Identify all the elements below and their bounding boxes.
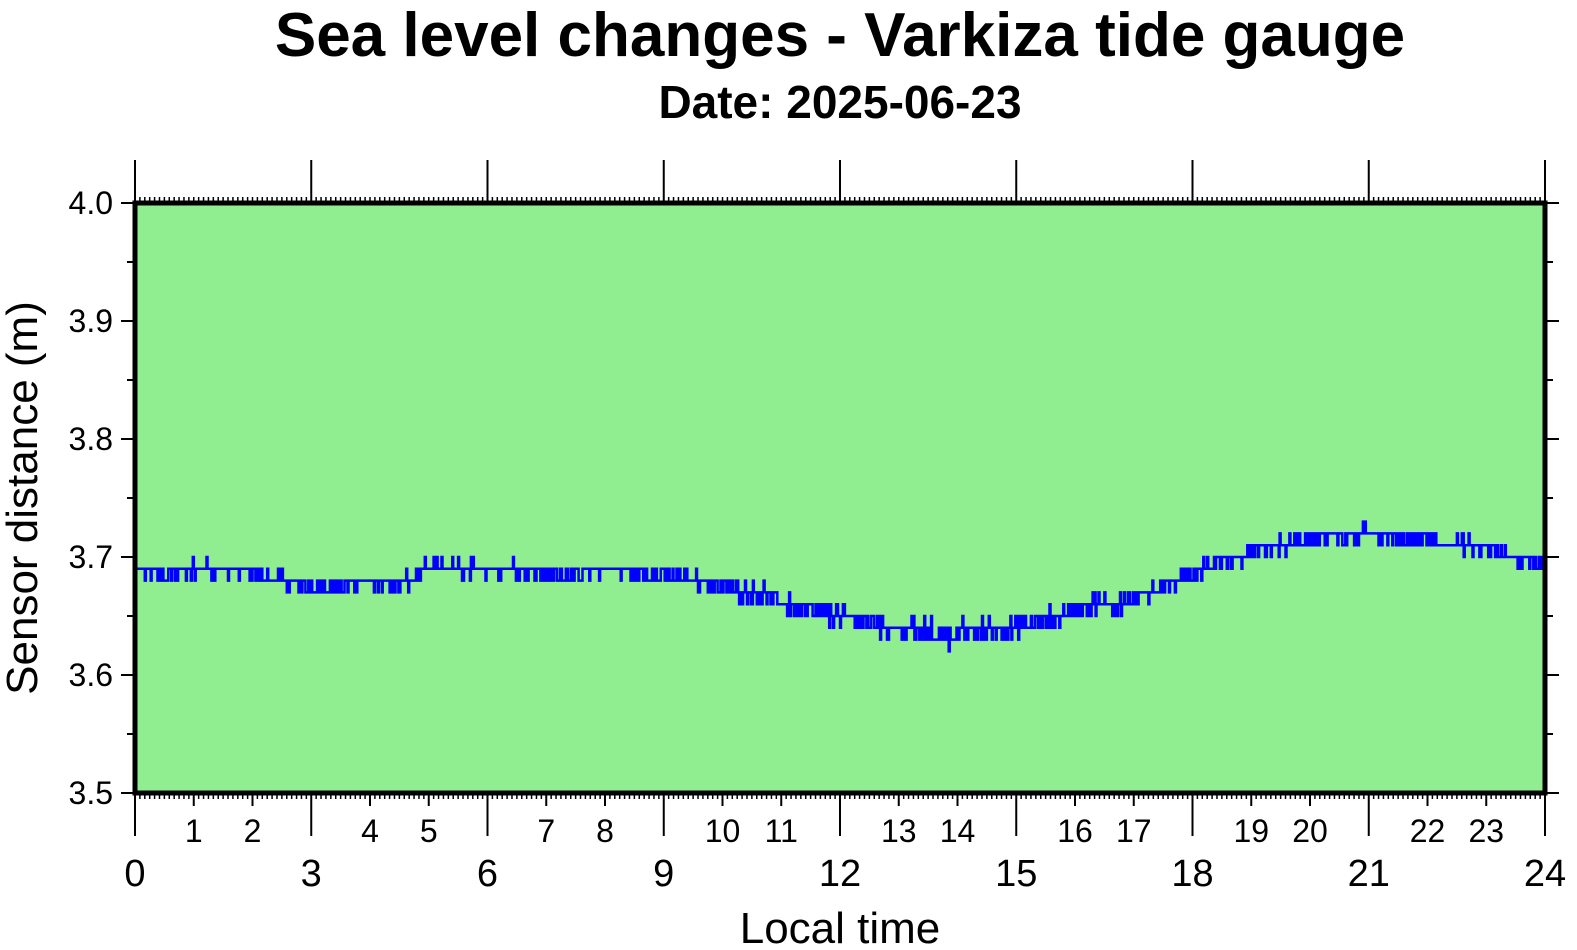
y-tick-label: 3.7 [69, 539, 113, 575]
x-major-tick-label: 9 [653, 853, 674, 895]
plot-area [135, 203, 1545, 793]
y-tick-label: 3.6 [69, 657, 113, 693]
x-minor-tick-label: 10 [705, 813, 741, 849]
x-minor-tick-label: 23 [1468, 813, 1504, 849]
x-major-tick-label: 15 [995, 853, 1037, 895]
tick-labels: 0 3 6 9 12 15 18 21 241 2 4 5 7 8 10 11 13 14 16 17 19 20 22 23… [69, 185, 1567, 895]
x-major-tick-label: 12 [819, 853, 861, 895]
y-tick-label: 3.5 [69, 775, 113, 811]
x-axis-label: Local time [740, 904, 941, 950]
x-major-tick-label: 0 [124, 853, 145, 895]
x-minor-tick-label: 4 [361, 813, 379, 849]
x-minor-tick-label: 8 [596, 813, 614, 849]
plot-frame [132, 200, 1548, 796]
y-axis-label: Sensor distance (m) [0, 301, 47, 695]
x-minor-tick-label: 11 [765, 813, 798, 849]
x-minor-tick-label: 20 [1292, 813, 1328, 849]
x-minor-tick-label: 17 [1116, 813, 1152, 849]
chart-subtitle: Date: 2025-06-23 [658, 76, 1021, 128]
x-major-tick-label: 3 [301, 853, 322, 895]
x-minor-tick-label: 7 [537, 813, 555, 849]
x-major-tick-label: 18 [1171, 853, 1213, 895]
x-major-tick-label: 24 [1524, 853, 1566, 895]
y-tick-label: 3.8 [69, 421, 113, 457]
x-major-tick-label: 21 [1348, 853, 1390, 895]
x-minor-tick-label: 14 [940, 813, 976, 849]
x-minor-tick-label: 2 [244, 813, 262, 849]
y-tick-label: 3.9 [69, 303, 113, 339]
x-minor-tick-label: 1 [185, 813, 203, 849]
x-minor-tick-label: 13 [881, 813, 917, 849]
x-minor-tick-label: 19 [1233, 813, 1269, 849]
x-minor-tick-label: 16 [1057, 813, 1093, 849]
sea-level-series-line [135, 520, 1547, 653]
y-tick-label: 4.0 [69, 185, 113, 221]
chart-title: Sea level changes - Varkiza tide gauge [275, 1, 1405, 70]
x-major-tick-label: 6 [477, 853, 498, 895]
x-minor-tick-label: 5 [420, 813, 438, 849]
x-minor-tick-label: 22 [1410, 813, 1446, 849]
